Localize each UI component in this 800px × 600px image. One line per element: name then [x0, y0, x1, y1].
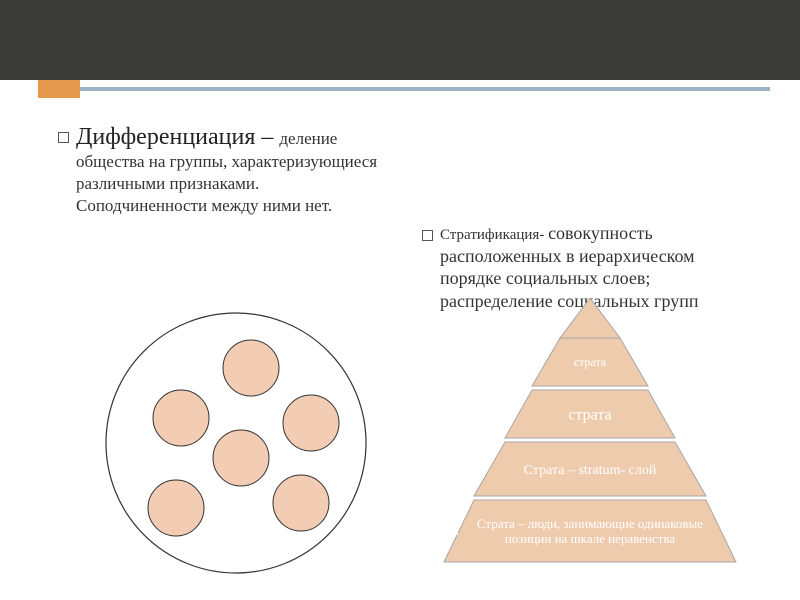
pyramid-level-3-label: позиции на шкале неравенства: [505, 531, 675, 546]
group-circle-4: [148, 480, 204, 536]
pyramid-level-2-label: Страта – stratum- слой: [524, 463, 657, 478]
pyramid-level-1-label: страта: [568, 407, 611, 424]
differentiation-diagram: [86, 293, 386, 593]
accent-line: [80, 87, 770, 91]
accent-chip: [38, 80, 80, 98]
slide-content: Дифференциация – деление общества на гру…: [0, 98, 800, 600]
bullet-icon: [422, 230, 433, 241]
accent-bar: [0, 80, 800, 98]
top-dark-band: [0, 0, 800, 80]
group-circle-0: [223, 340, 279, 396]
stratification-pyramid: страта страта Страта – stratum- слой Страта…: [440, 278, 750, 588]
pyramid-level-0-label: страта: [574, 355, 607, 369]
pyramid-axis-label: Шкала неравенства: [447, 419, 462, 536]
pyramid-apex: [560, 298, 620, 338]
right-term: Стратификация-: [440, 227, 548, 243]
left-text-block: Дифференциация – деление общества на гру…: [76, 124, 386, 216]
left-term: Дифференциация –: [76, 124, 279, 150]
group-circle-5: [273, 475, 329, 531]
group-circle-1: [153, 390, 209, 446]
group-circle-2: [283, 395, 339, 451]
pyramid-level-3-label: Страта – люди, занимающие одинаковые: [477, 516, 703, 531]
group-circle-3: [213, 430, 269, 486]
bullet-icon: [58, 132, 69, 143]
